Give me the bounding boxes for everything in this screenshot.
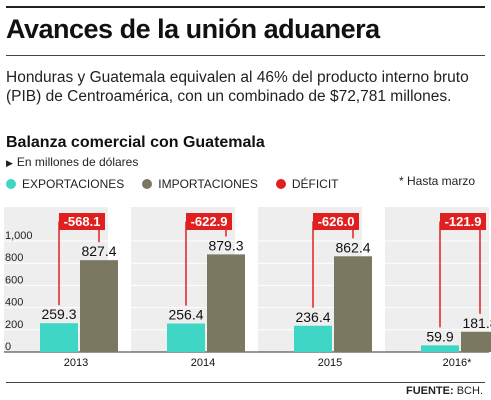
y-tick-label: 800 xyxy=(5,252,23,264)
legend-label-exportaciones: EXPORTACIONES xyxy=(22,177,125,191)
headline-rule xyxy=(6,55,485,56)
value-label-exportaciones: 236.4 xyxy=(295,309,330,325)
legend-label-importaciones: IMPORTACIONES xyxy=(158,177,258,191)
deficit-value-label: -121.9 xyxy=(445,214,482,229)
bottom-rule xyxy=(6,382,485,383)
footnote: * Hasta marzo xyxy=(399,174,476,188)
bar-exportaciones xyxy=(294,325,332,352)
value-label-exportaciones: 256.4 xyxy=(168,307,203,323)
chart-title: Balanza comercial con Guatemala xyxy=(6,134,265,151)
legend-swatch-importaciones xyxy=(142,179,153,189)
y-tick-label: 400 xyxy=(5,297,23,309)
deficit-label-box xyxy=(313,213,359,230)
bar-exportaciones xyxy=(167,323,205,352)
value-label-importaciones: 862.4 xyxy=(335,239,370,255)
value-label-importaciones: 181.8 xyxy=(462,315,491,331)
deficit-value-label: -626.0 xyxy=(318,214,355,229)
deficit-value-label: -622.9 xyxy=(191,214,228,229)
bar-importaciones xyxy=(80,260,118,352)
bar-exportaciones xyxy=(40,323,78,352)
x-tick-label: 2013 xyxy=(64,357,88,369)
units-label: En millones de dólares xyxy=(16,155,139,169)
y-tick-label: 200 xyxy=(5,319,23,331)
value-label-importaciones: 827.4 xyxy=(81,243,116,259)
legend: EXPORTACIONES IMPORTACIONES DÉFICIT xyxy=(6,177,357,191)
units-note: ▶ En millones de dólares xyxy=(6,155,138,169)
legend-swatch-deficit xyxy=(275,179,286,189)
deficit-value-label: -568.1 xyxy=(64,214,101,229)
legend-label-deficit: DÉFICIT xyxy=(291,177,339,191)
source-label: FUENTE: xyxy=(405,385,454,397)
legend-item-deficit: DÉFICIT xyxy=(275,177,339,191)
source-credit: FUENTE: BCH. xyxy=(406,385,483,397)
deficit-label-box xyxy=(440,213,486,230)
x-tick-label: 2014 xyxy=(191,357,215,369)
trade-balance-chart: 0 200 400 600 800 1,000 259.3 827.4 -568.1 2013 25… xyxy=(4,207,491,369)
deficit-label-box xyxy=(59,213,105,230)
bar-importaciones xyxy=(334,256,372,352)
headline: Avances de la unión aduanera xyxy=(6,14,380,44)
bar-exportaciones xyxy=(421,345,459,352)
lede-text: Honduras y Guatemala equivalen al 46% de… xyxy=(6,69,469,105)
bar-importaciones xyxy=(207,254,245,352)
y-tick-label: 1,000 xyxy=(5,230,33,242)
value-label-importaciones: 879.3 xyxy=(208,237,243,253)
legend-item-importaciones: IMPORTACIONES xyxy=(142,177,258,191)
legend-item-exportaciones: EXPORTACIONES xyxy=(6,177,124,191)
x-tick-label: 2015 xyxy=(318,357,342,369)
value-label-exportaciones: 59.9 xyxy=(426,328,453,344)
deficit-label-box xyxy=(186,213,232,230)
x-tick-label: 2016* xyxy=(443,357,472,369)
bar-importaciones xyxy=(461,331,491,352)
y-tick-label: 0 xyxy=(5,341,11,353)
y-tick-label: 600 xyxy=(5,274,23,286)
legend-swatch-exportaciones xyxy=(6,179,16,189)
units-marker-icon: ▶ xyxy=(6,158,13,168)
top-rule xyxy=(6,6,485,8)
panel-3 xyxy=(385,207,489,352)
value-label-exportaciones: 259.3 xyxy=(41,306,76,322)
source-value: BCH. xyxy=(456,385,483,397)
